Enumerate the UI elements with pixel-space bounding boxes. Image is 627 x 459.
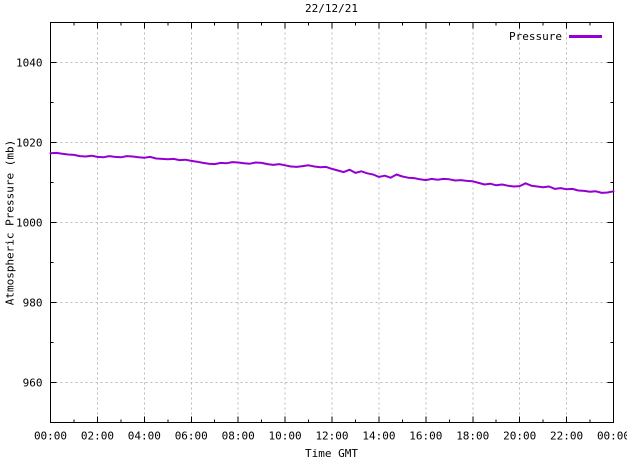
svg-text:1000: 1000 xyxy=(16,217,43,230)
y-axis-label: Atmospheric Pressure (mb) xyxy=(3,139,17,306)
x-axis-label: Time GMT xyxy=(305,447,358,459)
pressure-line xyxy=(49,151,615,194)
svg-text:22:00: 22:00 xyxy=(550,430,583,443)
svg-text:04:00: 04:00 xyxy=(128,430,161,443)
svg-text:1020: 1020 xyxy=(16,137,43,150)
svg-text:20:00: 20:00 xyxy=(503,430,536,443)
axis-ticks xyxy=(50,22,614,423)
svg-text:06:00: 06:00 xyxy=(175,430,208,443)
svg-text:12:00: 12:00 xyxy=(315,430,348,443)
grid-lines xyxy=(50,22,614,423)
x-tick-labels: 00:00 02:00 04:00 06:00 08:00 10:00 12:00 14:00… xyxy=(34,430,627,443)
svg-text:02:00: 02:00 xyxy=(81,430,114,443)
chart-title: 22/12/21 xyxy=(305,2,358,15)
legend-pressure-swatch xyxy=(569,35,602,38)
legend: Pressure xyxy=(509,30,602,43)
y-tick-labels: 960 980 1000 1020 1040 xyxy=(16,57,43,390)
svg-text:14:00: 14:00 xyxy=(362,430,395,443)
svg-text:18:00: 18:00 xyxy=(456,430,489,443)
plot-border xyxy=(50,22,614,423)
svg-text:960: 960 xyxy=(23,377,43,390)
svg-text:1040: 1040 xyxy=(16,57,43,70)
svg-text:00:00: 00:00 xyxy=(597,430,627,443)
svg-text:16:00: 16:00 xyxy=(409,430,442,443)
svg-text:00:00: 00:00 xyxy=(34,430,67,443)
svg-text:08:00: 08:00 xyxy=(222,430,255,443)
svg-text:980: 980 xyxy=(23,297,43,310)
svg-text:10:00: 10:00 xyxy=(269,430,302,443)
legend-pressure-label: Pressure xyxy=(509,30,562,43)
